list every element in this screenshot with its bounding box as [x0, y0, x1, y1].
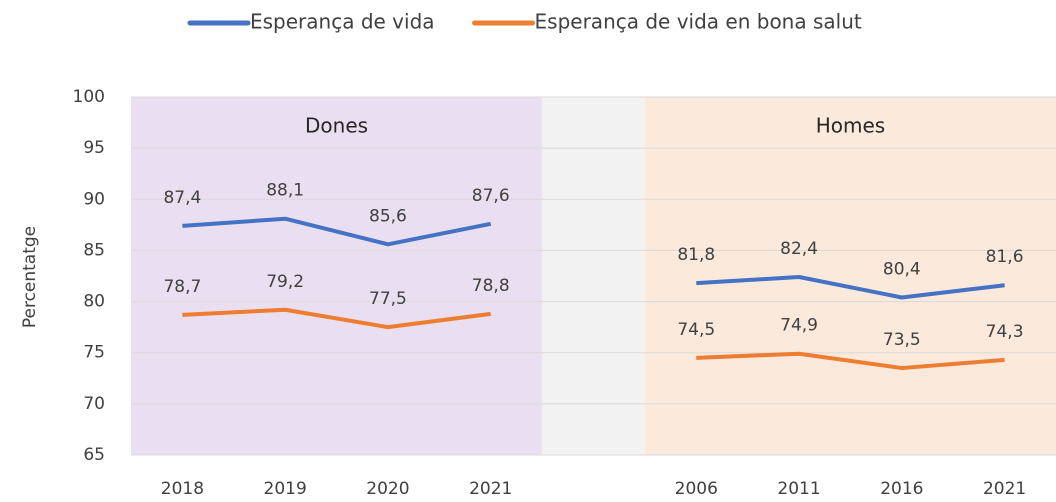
panel-label: Dones — [305, 114, 368, 138]
y-tick-label: 95 — [83, 138, 105, 158]
y-tick-label: 85 — [83, 240, 105, 260]
series-line — [182, 307, 491, 330]
legend-label: Esperança de vida en bona salut — [535, 10, 862, 34]
data-label: 79,2 — [266, 272, 304, 292]
y-tick-label: 65 — [83, 445, 105, 465]
y-axis-label: Percentatge — [20, 226, 40, 328]
panel-background — [644, 97, 1056, 455]
y-tick-label: 80 — [83, 292, 105, 312]
data-label: 87,6 — [472, 186, 510, 206]
x-tick-label: 2016 — [880, 479, 923, 499]
data-label: 85,6 — [369, 206, 407, 226]
data-label: 74,5 — [677, 320, 715, 340]
x-tick-label: 2011 — [777, 479, 820, 499]
data-label: 81,6 — [986, 247, 1024, 267]
x-tick-label: 2006 — [675, 479, 718, 499]
y-tick-label: 100 — [73, 87, 105, 107]
panel-label: Homes — [816, 114, 885, 138]
x-tick-label: 2019 — [264, 479, 307, 499]
series-line — [696, 351, 1005, 371]
x-tick-label: 2018 — [161, 479, 204, 499]
data-label: 82,4 — [780, 239, 818, 259]
data-label: 88,1 — [266, 181, 304, 201]
x-tick-label: 2021 — [983, 479, 1026, 499]
x-tick-label: 2020 — [366, 479, 409, 499]
data-label: 78,8 — [472, 276, 510, 296]
y-tick-label: 90 — [83, 189, 105, 209]
x-tick-label: 2021 — [469, 479, 512, 499]
series-line — [182, 216, 492, 247]
panel-background — [131, 97, 543, 455]
data-label: 74,3 — [986, 322, 1024, 342]
y-tick-label: 70 — [83, 394, 105, 414]
data-label: 80,4 — [883, 259, 921, 279]
data-label: 73,5 — [883, 330, 921, 350]
data-label: 81,8 — [677, 245, 715, 265]
data-label: 78,7 — [163, 277, 201, 297]
data-label: 87,4 — [163, 188, 201, 208]
data-label: 74,9 — [780, 316, 818, 336]
legend-label: Esperança de vida — [250, 10, 435, 34]
data-label: 77,5 — [369, 289, 407, 309]
series-line — [696, 275, 1005, 300]
y-tick-label: 75 — [83, 343, 105, 363]
